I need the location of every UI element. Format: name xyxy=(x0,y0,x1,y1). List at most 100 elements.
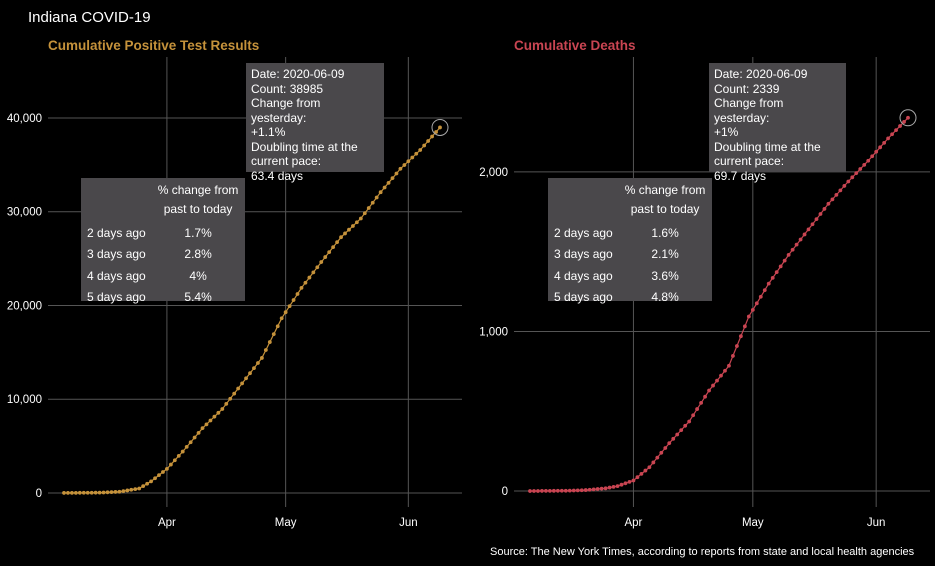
data-point xyxy=(188,440,193,445)
data-point xyxy=(878,145,883,150)
row-label: 4 days ago xyxy=(87,268,146,283)
data-point xyxy=(750,307,755,312)
row-label: 2 days ago xyxy=(87,225,146,240)
data-point xyxy=(418,148,423,152)
data-point xyxy=(422,143,427,148)
data-point xyxy=(854,171,859,176)
data-point xyxy=(165,466,169,471)
data-point xyxy=(362,211,367,216)
x-tick-label: Apr xyxy=(158,517,176,529)
row-value: 5.4% xyxy=(184,290,212,304)
annotation-box-deaths: Date: 2020-06-09 Count: 2339 Change from y… xyxy=(709,63,846,183)
data-point xyxy=(850,175,855,180)
data-point xyxy=(786,252,791,257)
data-point xyxy=(283,310,288,315)
data-point xyxy=(62,491,66,495)
data-point xyxy=(232,391,237,396)
data-point xyxy=(378,190,383,195)
data-point xyxy=(366,206,371,210)
data-point xyxy=(551,488,556,493)
data-point xyxy=(846,179,851,184)
data-point xyxy=(109,490,114,495)
data-point xyxy=(161,470,165,474)
data-point xyxy=(347,227,351,232)
data-point xyxy=(212,414,217,419)
data-point xyxy=(822,207,827,211)
data-point xyxy=(532,489,536,493)
data-point xyxy=(386,180,391,185)
data-point xyxy=(591,487,596,492)
data-point xyxy=(711,383,715,388)
data-point xyxy=(810,222,815,227)
data-point xyxy=(651,460,656,465)
data-point xyxy=(259,356,264,360)
row-value: 4% xyxy=(189,268,207,283)
data-point xyxy=(583,488,588,492)
data-point xyxy=(77,490,82,495)
data-point xyxy=(536,489,540,493)
data-point xyxy=(790,247,795,252)
data-point xyxy=(754,301,759,306)
data-point xyxy=(220,407,225,411)
data-point xyxy=(279,316,284,321)
annotation-line: +1% xyxy=(714,125,739,139)
source-note: Source: The New York Times, according to… xyxy=(490,546,915,558)
data-point xyxy=(802,232,807,237)
annotation-box-tests: Date: 2020-06-09 Count: 38985 Change from … xyxy=(246,63,384,183)
data-point xyxy=(204,422,209,427)
annotation-line: +1.1% xyxy=(251,125,286,139)
data-point xyxy=(66,490,70,495)
data-point xyxy=(547,488,552,493)
data-point xyxy=(184,445,189,449)
x-tick-label: Jun xyxy=(867,517,886,529)
data-point xyxy=(563,488,568,493)
change-table-deaths: % change from past to today 2 days ago 1.6… xyxy=(548,178,712,304)
data-point xyxy=(639,471,644,476)
table-row: 3 days ago 2.1% xyxy=(548,244,711,266)
table-header: % change from past to today xyxy=(624,183,706,216)
data-point xyxy=(794,242,799,247)
data-point xyxy=(858,167,863,171)
highlight-ring xyxy=(899,109,917,127)
data-point xyxy=(117,489,122,494)
data-point xyxy=(814,217,819,222)
highlight-ring xyxy=(431,118,449,136)
data-point xyxy=(699,400,703,405)
data-point xyxy=(303,280,308,285)
data-point xyxy=(200,426,205,431)
data-point xyxy=(176,454,181,458)
data-point xyxy=(595,487,600,491)
data-point xyxy=(727,363,731,368)
data-point xyxy=(216,410,221,415)
change-table: % change from past to today 2 days ago 1.7… xyxy=(81,178,244,308)
data-point xyxy=(691,413,696,418)
table-row: 5 days ago 4.8% xyxy=(548,287,711,309)
data-point xyxy=(113,490,118,494)
data-point xyxy=(870,154,875,159)
y-tick-label: 30,000 xyxy=(7,207,42,219)
data-point xyxy=(738,334,743,339)
data-point xyxy=(402,163,407,167)
row-label: 2 days ago xyxy=(554,225,613,240)
data-point xyxy=(675,432,680,437)
row-value: 1.6% xyxy=(651,225,679,240)
data-point xyxy=(93,490,98,495)
data-point xyxy=(240,381,245,386)
data-point xyxy=(579,488,584,493)
data-point xyxy=(311,270,316,275)
data-point xyxy=(137,486,142,491)
data-point xyxy=(196,430,201,435)
data-point xyxy=(758,294,763,299)
data-point xyxy=(157,473,161,478)
data-point xyxy=(390,176,395,181)
data-point xyxy=(890,132,894,137)
data-point xyxy=(252,366,256,371)
data-point xyxy=(540,489,544,493)
annotation-line: Doubling time at the xyxy=(251,139,358,154)
data-point xyxy=(125,488,130,493)
data-point xyxy=(323,255,328,259)
data-point xyxy=(426,139,431,143)
data-point xyxy=(834,192,839,197)
data-point xyxy=(862,162,867,167)
